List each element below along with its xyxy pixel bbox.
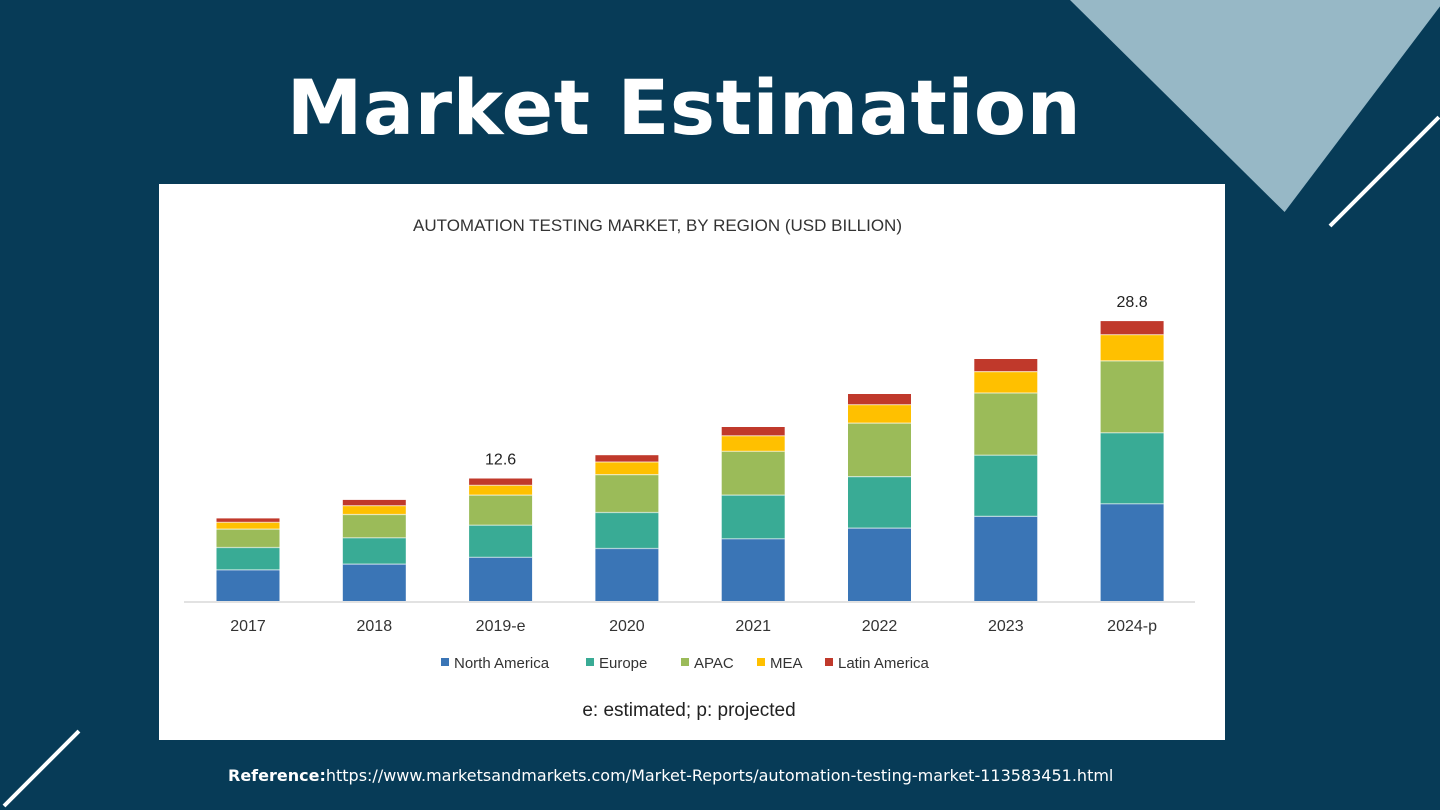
labels-layer: 2017 2018 2019-e 12.6 2020 2021 2022 2023 2024-p…	[230, 294, 1157, 635]
bar-segment-europe-2022	[848, 476, 911, 529]
bar-segment-apac-2017	[216, 529, 280, 548]
stacked-bar-chart: AUTOMATION TESTING MARKET, BY REGION (US…	[184, 216, 1195, 721]
reference-label: Reference:	[228, 766, 326, 785]
x-tick-label-2021: 2021	[735, 618, 771, 635]
bar-segment-latin-america-2019-e	[469, 478, 533, 486]
legend-swatch-europe	[586, 658, 594, 666]
bar-segment-latin-america-2024-p	[1100, 321, 1164, 335]
bar-segment-apac-2020	[595, 474, 659, 513]
bar-segment-north-america-2017	[216, 569, 280, 601]
chart-card: AUTOMATION TESTING MARKET, BY REGION (US…	[159, 184, 1225, 740]
bar-segment-europe-2023	[974, 455, 1038, 517]
bar-segment-latin-america-2023	[974, 359, 1038, 372]
x-tick-label-2018: 2018	[357, 618, 393, 635]
legend-label-mea: MEA	[770, 655, 803, 672]
bar-segment-europe-2017	[216, 547, 280, 570]
x-tick-label-2017: 2017	[230, 618, 266, 635]
decorative-line-bottom-left	[2, 729, 81, 808]
legend-label-europe: Europe	[599, 655, 647, 672]
bar-segment-north-america-2021	[721, 538, 785, 601]
legend-swatch-north-america	[441, 658, 449, 666]
legend: North America Europe APAC MEA Latin America	[441, 655, 930, 672]
bar-segment-mea-2020	[595, 462, 659, 475]
bar-segment-north-america-2024-p	[1100, 503, 1164, 601]
bar-segment-mea-2021	[721, 435, 785, 452]
bars-layer	[216, 321, 1164, 601]
bar-segment-mea-2017	[216, 522, 280, 530]
reference: Reference:https://www.marketsandmarkets.…	[228, 766, 1408, 785]
reference-url[interactable]: https://www.marketsandmarkets.com/Market…	[325, 766, 1114, 785]
bar-segment-latin-america-2020	[595, 455, 659, 462]
bar-segment-north-america-2022	[848, 528, 911, 601]
bar-segment-apac-2021	[721, 451, 785, 495]
x-tick-label-2022: 2022	[862, 618, 898, 635]
bar-segment-mea-2023	[974, 371, 1038, 393]
legend-label-north-america: North America	[454, 655, 550, 672]
bar-segment-latin-america-2017	[216, 518, 280, 523]
page-title: Market Estimation	[286, 63, 1082, 152]
bar-segment-europe-2021	[721, 495, 785, 539]
data-label-2019-e: 12.6	[485, 452, 516, 469]
bar-segment-apac-2018	[342, 514, 406, 538]
bar-segment-apac-2024-p	[1100, 360, 1164, 433]
bar-segment-latin-america-2018	[342, 499, 406, 506]
bar-segment-latin-america-2021	[721, 427, 785, 436]
legend-label-apac: APAC	[694, 655, 734, 672]
x-tick-label-2020: 2020	[609, 618, 645, 635]
bar-segment-mea-2019-e	[469, 485, 533, 495]
bar-segment-europe-2019-e	[469, 525, 533, 558]
bar-segment-north-america-2023	[974, 516, 1038, 601]
data-label-2024-p: 28.8	[1117, 294, 1148, 311]
legend-swatch-apac	[681, 658, 689, 666]
bar-segment-mea-2022	[848, 404, 911, 424]
legend-label-latin-america: Latin America	[838, 655, 930, 672]
x-tick-label-2024-p: 2024-p	[1107, 618, 1157, 635]
bar-segment-europe-2024-p	[1100, 432, 1164, 504]
bar-segment-north-america-2019-e	[469, 557, 533, 601]
legend-swatch-latin-america	[825, 658, 833, 666]
bar-segment-mea-2024-p	[1100, 334, 1164, 361]
bar-segment-mea-2018	[342, 505, 406, 515]
bar-segment-latin-america-2022	[848, 394, 911, 405]
x-tick-label-2019-e: 2019-e	[476, 618, 526, 635]
legend-swatch-mea	[757, 658, 765, 666]
bar-segment-apac-2019-e	[469, 495, 533, 526]
x-tick-label-2023: 2023	[988, 618, 1024, 635]
bar-segment-apac-2023	[974, 393, 1038, 456]
chart-footnote: e: estimated; p: projected	[582, 700, 795, 721]
bar-segment-north-america-2020	[595, 548, 659, 601]
bar-segment-north-america-2018	[342, 564, 406, 601]
bar-segment-europe-2018	[342, 537, 406, 564]
bar-segment-apac-2022	[848, 423, 911, 477]
chart-title: AUTOMATION TESTING MARKET, BY REGION (US…	[413, 216, 902, 235]
bar-segment-europe-2020	[595, 512, 659, 549]
